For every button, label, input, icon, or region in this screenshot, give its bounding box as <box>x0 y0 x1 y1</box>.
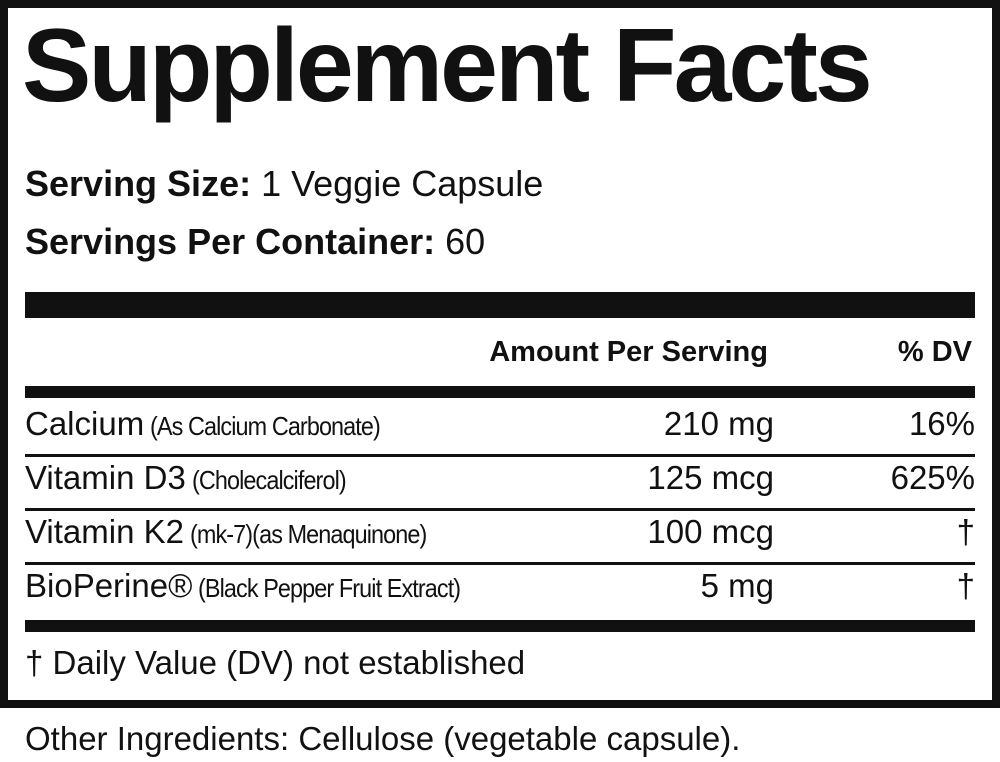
nutrient-detail: (As Calcium Carbonate) <box>150 411 381 441</box>
nutrient-detail: (mk-7)(as Menaquinone) <box>189 519 427 549</box>
nutrient: Calcium (As Calcium Carbonate) <box>25 407 406 440</box>
serving-size-label: Serving Size: <box>25 163 252 204</box>
thin-rule <box>25 508 975 511</box>
nutrient: Vitamin K2 (mk-7)(as Menaquinone) <box>25 515 453 548</box>
footnote: † Daily Value (DV) not established <box>25 644 526 681</box>
nutrient-name: Vitamin D3 <box>25 459 186 496</box>
nutrient-detail: (Cholecalciferol) <box>191 465 347 495</box>
amount: 210 mg <box>663 405 774 442</box>
serving-size: Serving Size: 1 Veggie Capsule <box>25 166 543 202</box>
servings-per-container: Servings Per Container: 60 <box>25 224 485 260</box>
thin-rule <box>25 562 975 565</box>
other-ingredients: Other Ingredients: Cellulose (vegetable … <box>25 720 741 757</box>
medium-rule <box>25 386 975 398</box>
label-border <box>0 0 1000 708</box>
daily-value: † <box>956 567 975 604</box>
nutrient: BioPerine® (Black Pepper Fruit Extract) <box>25 569 490 602</box>
amount: 5 mg <box>700 567 774 604</box>
title: Supplement Facts <box>22 8 873 124</box>
nutrient-detail: (Black Pepper Fruit Extract) <box>198 573 461 603</box>
serving-size-value: 1 Veggie Capsule <box>261 163 544 204</box>
thin-rule <box>25 454 975 457</box>
nutrient-name: Calcium <box>25 405 145 442</box>
thick-rule <box>25 292 975 318</box>
nutrient-name: Vitamin K2 <box>25 513 184 550</box>
daily-value: 16% <box>908 405 975 442</box>
amount: 125 mcg <box>647 459 774 496</box>
servings-value: 60 <box>445 221 486 262</box>
amount-header: Amount Per Serving <box>489 336 768 368</box>
medium-rule <box>25 620 975 632</box>
dv-header: % DV <box>897 336 972 368</box>
amount: 100 mcg <box>647 513 774 550</box>
daily-value: † <box>956 513 975 550</box>
nutrient: Vitamin D3 (Cholecalciferol) <box>25 461 363 494</box>
servings-label: Servings Per Container: <box>25 221 436 262</box>
daily-value: 625% <box>890 459 975 496</box>
nutrient-name: BioPerine® <box>25 567 193 604</box>
